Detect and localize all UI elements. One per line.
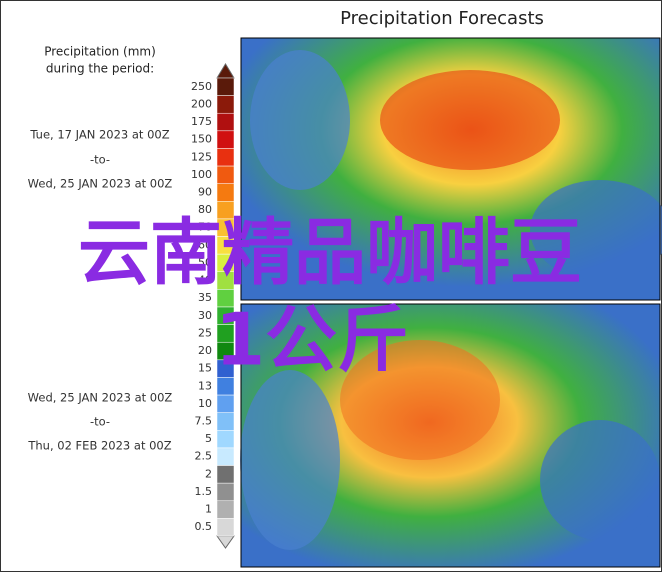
map-top xyxy=(240,37,662,301)
colorbar-label: 35 xyxy=(198,291,212,304)
colorbar-cell xyxy=(216,430,235,449)
colorbar-cell xyxy=(216,518,235,537)
colorbar-cell xyxy=(216,130,235,149)
overlay-text: 1公斤 xyxy=(215,298,409,382)
colorbar-label: 100 xyxy=(191,168,212,181)
colorbar-cell xyxy=(216,447,235,466)
colorbar-label: 0.5 xyxy=(195,520,213,533)
colorbar-label: 5 xyxy=(205,432,212,445)
colorbar-label: 125 xyxy=(191,150,212,163)
colorbar-cell xyxy=(216,412,235,431)
colorbar-label: 30 xyxy=(198,309,212,322)
colorbar-cell xyxy=(216,165,235,184)
period-to: -to- xyxy=(90,415,110,429)
colorbar-arrow xyxy=(216,63,235,79)
colorbar-label: 60 xyxy=(198,238,212,251)
colorbar-cell xyxy=(216,465,235,484)
legend: Precipitation (mm) during the period: Tue,… xyxy=(27,45,235,549)
period-start: Tue, 17 JAN 2023 at 00Z xyxy=(29,128,169,142)
colorbar-cell xyxy=(216,500,235,519)
colorbar-label: 7.5 xyxy=(195,415,213,428)
period-to: -to- xyxy=(90,153,110,167)
period-end: Wed, 25 JAN 2023 at 00Z xyxy=(28,177,173,191)
colorbar-cell xyxy=(216,394,235,413)
colorbar-label: 200 xyxy=(191,97,212,110)
colorbar-label: 80 xyxy=(198,203,212,216)
colorbar-label: 13 xyxy=(198,379,212,392)
colorbar-label: 250 xyxy=(191,80,212,93)
colorbar-label: 15 xyxy=(198,362,212,375)
overlay-text: 云南精品咖啡豆 xyxy=(78,211,582,295)
colorbar-label: 25 xyxy=(198,326,212,339)
legend-title: Precipitation (mm) xyxy=(44,45,156,59)
colorbar-cell xyxy=(216,95,235,114)
colorbar-label: 20 xyxy=(198,344,212,357)
colorbar-label: 50 xyxy=(198,256,212,269)
colorbar-cell xyxy=(216,482,235,502)
period-start: Wed, 25 JAN 2023 at 00Z xyxy=(28,391,173,405)
map-bottom xyxy=(240,303,661,568)
colorbar-label: 70 xyxy=(198,221,212,234)
colorbar-label: 2 xyxy=(205,467,212,480)
colorbar-label: 40 xyxy=(198,274,212,287)
legend-title: during the period: xyxy=(46,62,154,76)
colorbar-cell xyxy=(216,183,235,202)
colorbar-cell xyxy=(216,112,235,132)
colorbar-label: 1.5 xyxy=(195,485,213,498)
colorbar-label: 1 xyxy=(205,503,212,516)
colorbar-label: 150 xyxy=(191,133,212,146)
colorbar-label: 90 xyxy=(198,186,212,199)
colorbar-cell xyxy=(216,148,235,167)
colorbar-label: 2.5 xyxy=(195,450,213,463)
title: Precipitation Forecasts xyxy=(340,8,544,29)
colorbar-label: 175 xyxy=(191,115,212,128)
colorbar-arrow xyxy=(216,535,235,549)
colorbar-label: 10 xyxy=(198,397,212,410)
period-end: Thu, 02 FEB 2023 at 00Z xyxy=(27,439,171,453)
colorbar-cell xyxy=(216,77,235,96)
